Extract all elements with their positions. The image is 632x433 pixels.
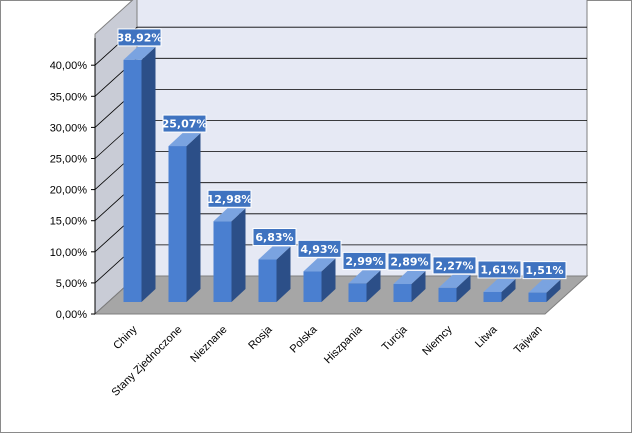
bar-front bbox=[303, 271, 322, 302]
bar-front bbox=[258, 259, 277, 302]
data-label: 2,27% bbox=[435, 259, 473, 272]
bar-side bbox=[231, 208, 246, 302]
bar-side bbox=[141, 46, 156, 302]
bar-front bbox=[213, 221, 232, 302]
bar-front bbox=[393, 284, 412, 302]
data-label-box bbox=[522, 261, 567, 280]
bar-side bbox=[366, 270, 381, 302]
y-tick-label: 20,00% bbox=[50, 185, 88, 197]
bar-side bbox=[186, 133, 201, 302]
category-label: Polska bbox=[288, 323, 320, 355]
category-label: Niemcy bbox=[420, 323, 455, 358]
data-label-box bbox=[207, 189, 252, 208]
data-label-box bbox=[162, 114, 207, 133]
bar-top bbox=[258, 246, 291, 260]
y-tick-label: 25,00% bbox=[50, 154, 88, 166]
bar-top bbox=[348, 270, 381, 284]
bar-top bbox=[213, 208, 246, 222]
bar-top bbox=[168, 133, 201, 147]
category-label: Turcja bbox=[380, 323, 410, 353]
data-label-box bbox=[252, 228, 297, 247]
category-label: Tajwan bbox=[512, 324, 545, 357]
bar-top bbox=[438, 274, 471, 288]
data-label-box bbox=[117, 28, 162, 47]
data-label: 2,89% bbox=[390, 256, 428, 269]
bar-top bbox=[123, 46, 156, 60]
data-label: 1,61% bbox=[480, 263, 518, 276]
bar bbox=[483, 278, 516, 302]
bar-side bbox=[456, 274, 471, 302]
bar-side bbox=[546, 279, 561, 302]
bar-side bbox=[411, 271, 426, 302]
bar bbox=[213, 208, 246, 302]
bar-front bbox=[483, 291, 502, 302]
bar-front bbox=[528, 292, 547, 302]
bar bbox=[528, 279, 561, 302]
data-label: 4,93% bbox=[300, 243, 338, 256]
bar-side bbox=[321, 258, 336, 302]
category-label: Litwa bbox=[473, 323, 500, 350]
y-tick-label: 10,00% bbox=[50, 247, 88, 259]
data-label-box bbox=[432, 256, 477, 275]
bar-top bbox=[393, 271, 426, 285]
bar-side bbox=[276, 246, 291, 302]
data-label-box bbox=[297, 239, 342, 258]
y-tick-label: 35,00% bbox=[50, 91, 88, 103]
bar-front bbox=[123, 59, 142, 302]
data-label-box bbox=[342, 251, 387, 270]
bar bbox=[168, 133, 201, 302]
bar-front bbox=[348, 283, 367, 302]
bar bbox=[123, 46, 156, 302]
bar bbox=[393, 271, 426, 302]
bar-top bbox=[528, 279, 561, 293]
y-tick-label: 30,00% bbox=[50, 122, 88, 134]
data-label: 38,92% bbox=[117, 31, 163, 44]
bar-front bbox=[438, 287, 457, 302]
data-label: 6,83% bbox=[255, 231, 293, 244]
y-tick-label: 0,00% bbox=[56, 309, 87, 321]
y-tick-label: 40,00% bbox=[50, 60, 88, 72]
bar-top bbox=[303, 258, 336, 272]
bar bbox=[438, 274, 471, 302]
bar bbox=[348, 270, 381, 302]
back-wall bbox=[136, 0, 588, 277]
bar bbox=[303, 258, 336, 302]
category-label: Nieznane bbox=[188, 324, 229, 365]
data-label: 2,99% bbox=[345, 255, 383, 268]
category-label: Hiszpania bbox=[322, 323, 365, 366]
category-label: Chiny bbox=[111, 323, 140, 352]
y-tick-label: 15,00% bbox=[50, 216, 88, 228]
data-label-box bbox=[387, 252, 432, 271]
data-label: 12,98% bbox=[207, 193, 253, 206]
category-label: Rosja bbox=[246, 323, 275, 352]
data-label: 1,51% bbox=[525, 264, 563, 277]
bar-top bbox=[483, 278, 516, 292]
y-tick-label: 5,00% bbox=[56, 278, 87, 290]
bar-side bbox=[501, 278, 516, 302]
data-label: 25,07% bbox=[162, 118, 208, 131]
bar bbox=[258, 246, 291, 302]
data-label-box bbox=[477, 260, 522, 279]
bar-front bbox=[168, 146, 187, 302]
